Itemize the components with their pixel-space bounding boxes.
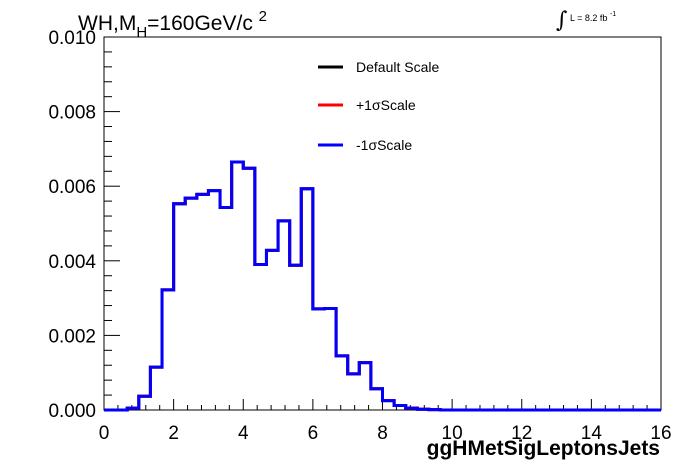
x-tick-label: 0: [99, 423, 110, 444]
plot-frame: [103, 36, 662, 411]
plot-title: WH,MH=160GeV/c 2: [78, 8, 267, 41]
x-tick-label: 10: [442, 423, 463, 444]
title-rest: =160GeV/c: [147, 12, 253, 35]
y-tick-label: 0.010: [48, 28, 96, 49]
y-tick-label: 0.002: [48, 326, 96, 347]
x-tick-label: 14: [581, 423, 603, 444]
legend-label: Default Scale: [356, 59, 439, 75]
title-subscript: H: [136, 24, 148, 41]
x-tick-label: 8: [377, 423, 388, 444]
series-layer: [104, 160, 661, 412]
x-axis-label: ggHMetSigLeptonsJets: [426, 437, 660, 460]
y-tick-label: 0.006: [48, 177, 96, 198]
y-tick-label: 0.008: [48, 103, 96, 124]
y-tick-label: 0.004: [48, 252, 96, 273]
luminosity-label: ∫ L = 8.2 fb -1: [556, 8, 616, 33]
x-tick-label: 6: [308, 423, 319, 444]
lumi-text: L = 8.2 fb: [569, 13, 608, 23]
title-main: WH,M: [78, 12, 137, 35]
x-tick-label: 12: [511, 423, 532, 444]
y-axis: 0.000 0.002 0.004 0.006 0.008 0.010: [48, 28, 120, 422]
legend-label: +1σScale: [356, 97, 416, 113]
legend-label: -1σScale: [356, 137, 412, 153]
title-superscript: 2: [258, 8, 268, 25]
y-tick-label: 0.000: [48, 401, 96, 422]
series-line-3: [104, 160, 661, 412]
x-tick-label: 4: [238, 423, 249, 444]
x-axis: 0 2 4 6 8 10 12 14 16: [99, 399, 672, 444]
integral-symbol: ∫: [556, 8, 568, 33]
legend: Default Scale +1σScale -1σScale: [318, 59, 439, 153]
x-tick-label: 2: [168, 423, 179, 444]
x-tick-label: 16: [650, 423, 671, 444]
lumi-superscript: -1: [609, 11, 617, 18]
